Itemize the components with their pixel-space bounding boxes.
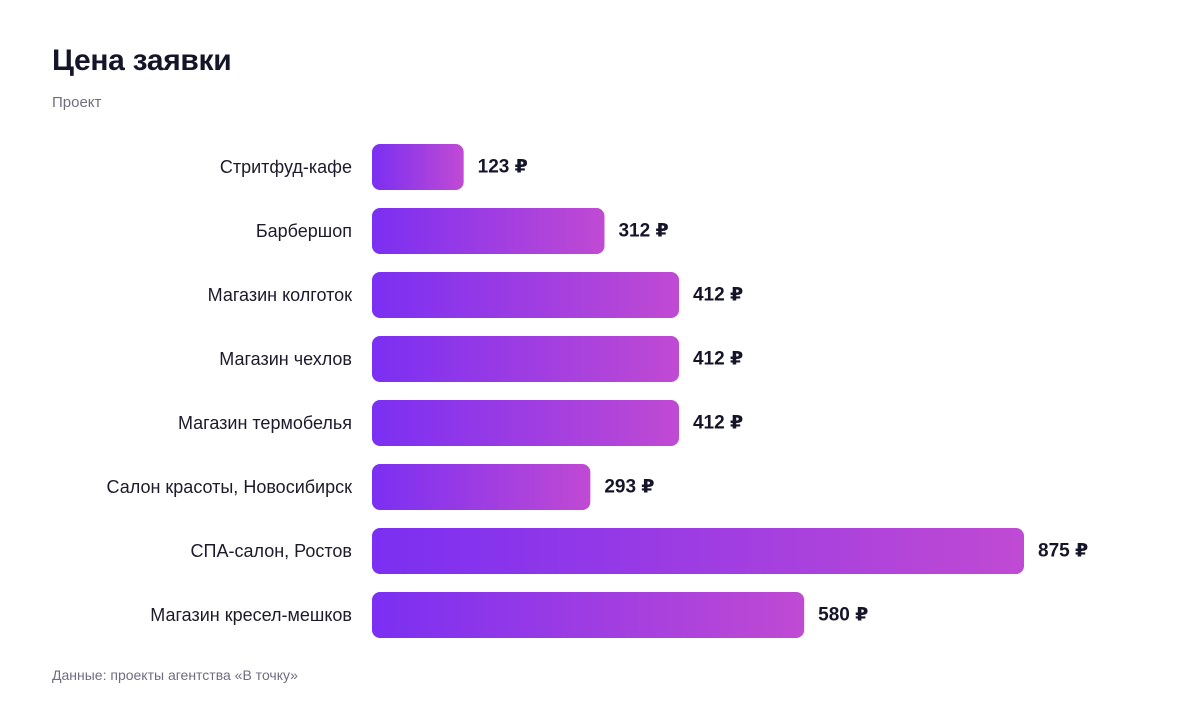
bar bbox=[372, 528, 1024, 574]
category-label: Магазин колготок bbox=[208, 285, 352, 305]
category-label: Магазин чехлов bbox=[219, 349, 352, 369]
bar bbox=[372, 400, 679, 446]
bars-group: Стритфуд-кафе 123 ₽ Барбершоп 312 ₽ Магазин … bbox=[107, 144, 1088, 638]
bar bbox=[372, 272, 679, 318]
category-label: Салон красоты, Новосибирск bbox=[107, 477, 353, 497]
value-label: 312 ₽ bbox=[618, 221, 668, 242]
category-label: Магазин термобелья bbox=[178, 413, 352, 433]
value-label: 293 ₽ bbox=[604, 477, 654, 498]
chart-subtitle: Проект bbox=[52, 94, 102, 111]
category-label: Магазин кресел-мешков bbox=[150, 605, 352, 625]
category-label: Стритфуд-кафе bbox=[220, 157, 352, 177]
chart-title: Цена заявки bbox=[52, 44, 232, 77]
value-label: 412 ₽ bbox=[693, 285, 743, 306]
value-label: 580 ₽ bbox=[818, 605, 868, 626]
value-label: 875 ₽ bbox=[1038, 541, 1088, 562]
value-label: 412 ₽ bbox=[693, 349, 743, 370]
bar bbox=[372, 144, 464, 190]
bar bbox=[372, 464, 591, 510]
bar bbox=[372, 336, 679, 382]
bar bbox=[372, 592, 805, 638]
category-label: Барбершоп bbox=[256, 221, 352, 241]
value-label: 123 ₽ bbox=[478, 157, 528, 178]
bar bbox=[372, 208, 605, 254]
value-label: 412 ₽ bbox=[693, 413, 743, 434]
source-note: Данные: проекты агентства «В точку» bbox=[52, 667, 298, 683]
category-label: СПА-салон, Ростов bbox=[191, 541, 352, 561]
